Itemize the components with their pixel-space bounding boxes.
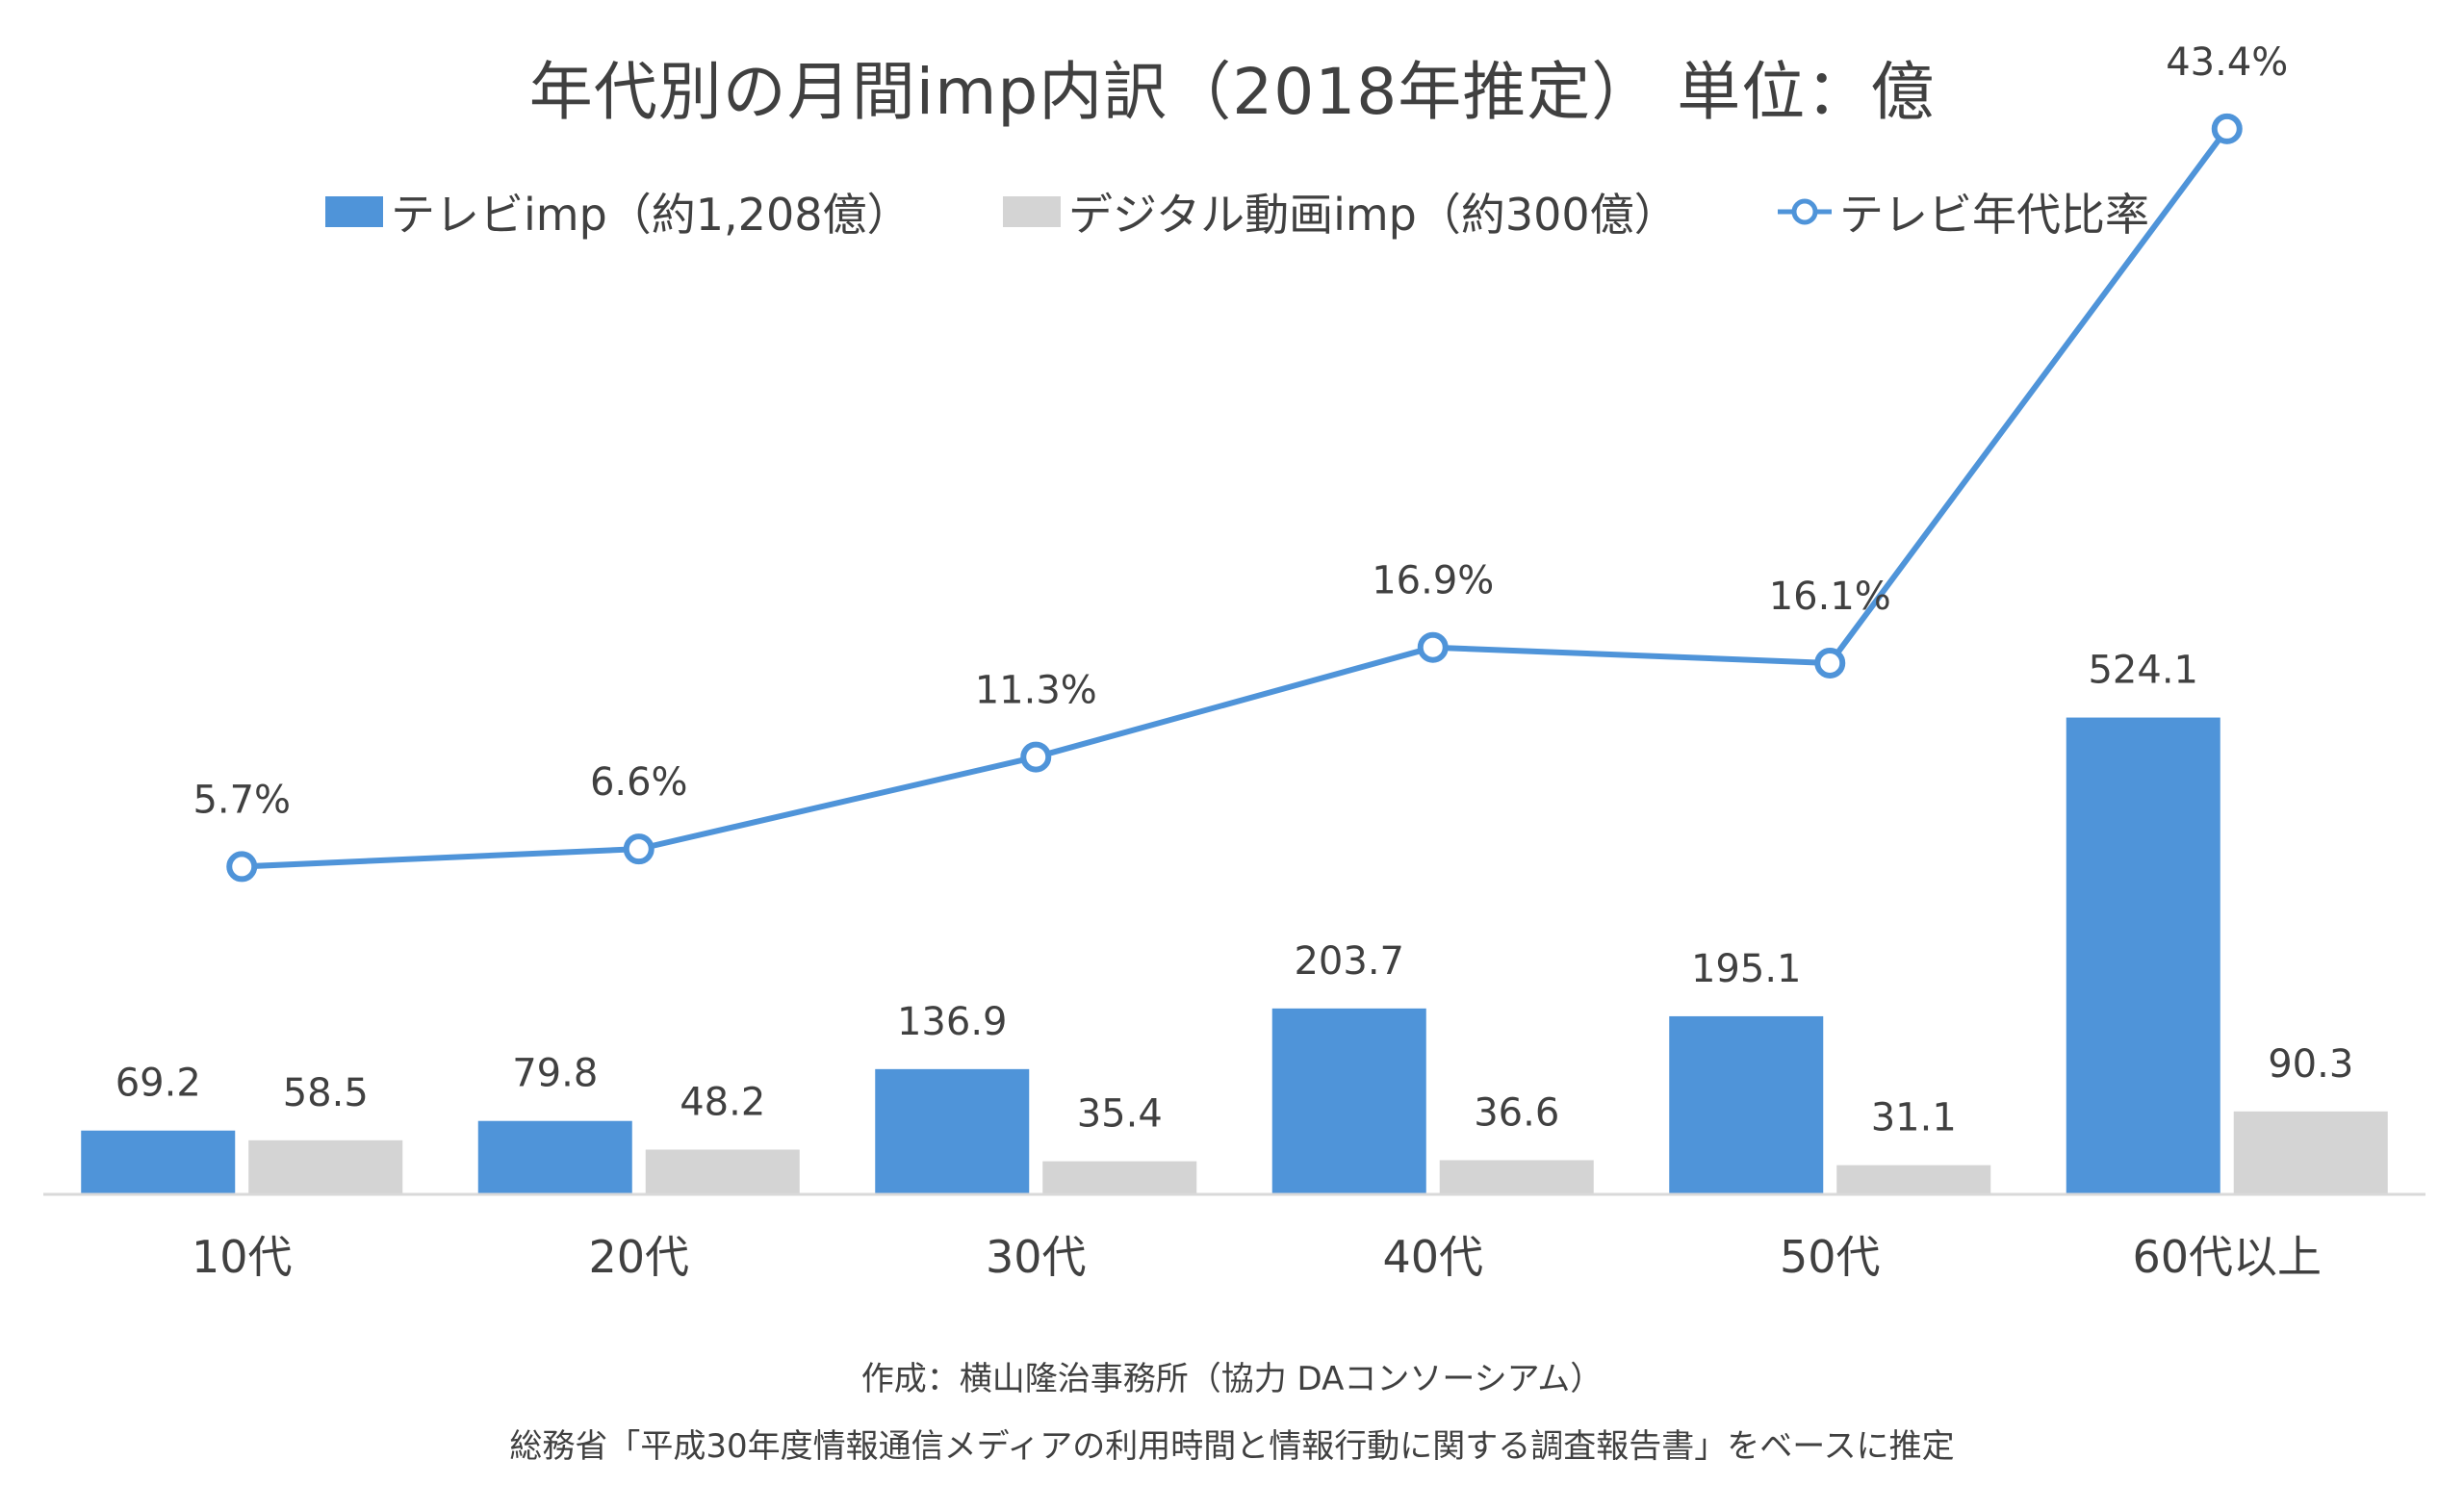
label-ratio-4: 16.9% — [1372, 559, 1494, 603]
bar-digital-1 — [248, 1140, 403, 1193]
bar-tv-1 — [81, 1130, 236, 1193]
x-tick-1: 10代 — [192, 1231, 293, 1283]
x-tick-5: 50代 — [1780, 1231, 1881, 1283]
label-digital-1: 58.5 — [283, 1071, 369, 1115]
ratio-point-6 — [2211, 113, 2243, 144]
label-digital-2: 48.2 — [680, 1081, 765, 1125]
chart-title: 年代別の月間imp内訳（2018年推定） 単位：億 — [528, 55, 1936, 129]
legend-line-marker-icon — [1778, 198, 1832, 225]
ratio-point-2 — [623, 833, 654, 865]
label-tv-4: 203.7 — [1294, 939, 1404, 984]
ratio-point-4 — [1417, 631, 1449, 663]
bar-tv-6 — [2066, 717, 2220, 1193]
legend-item-digital: デジタル動画imp（約300億） — [1003, 183, 1679, 241]
bar-digital-3 — [1042, 1161, 1197, 1193]
label-digital-5: 31.1 — [1871, 1096, 1957, 1140]
legend-item-tv: テレビimp（約1,208億） — [325, 183, 911, 241]
bar-tv-2 — [477, 1120, 632, 1193]
chart-plot: 69.2 58.5 10代 79.8 48.2 20代 136.9 35.4 30代 203.7 3… — [43, 40, 2426, 1283]
x-tick-6: 60代以上 — [2132, 1231, 2322, 1283]
footer-source: 総務省「平成30年度情報通信メディアの利用時間と情報行動に関する調査報告書」をベ… — [509, 1427, 1955, 1466]
label-ratio-5: 16.1% — [1769, 575, 1891, 619]
label-tv-3: 136.9 — [897, 1000, 1008, 1044]
chart-legend: テレビimp（約1,208億） デジタル動画imp（約300億） テレビ年代比率 — [0, 183, 2464, 241]
ratio-point-3 — [1020, 741, 1052, 773]
x-tick-2: 20代 — [588, 1231, 689, 1283]
bar-digital-5 — [1836, 1165, 1991, 1193]
label-ratio-3: 11.3% — [975, 669, 1097, 713]
bar-tv-3 — [875, 1068, 1030, 1193]
legend-item-ratio: テレビ年代比率 — [1776, 183, 2149, 241]
bar-digital-6 — [2233, 1111, 2388, 1193]
bar-tv-4 — [1271, 1008, 1426, 1193]
ratio-point-1 — [226, 851, 258, 883]
label-digital-6: 90.3 — [2268, 1042, 2353, 1087]
bar-tv-5 — [1669, 1015, 1824, 1193]
label-digital-3: 35.4 — [1077, 1092, 1163, 1137]
label-ratio-2: 6.6% — [590, 760, 688, 805]
label-tv-1: 69.2 — [116, 1062, 201, 1106]
legend-swatch-tv — [325, 196, 383, 227]
bar-digital-2 — [645, 1149, 800, 1193]
label-ratio-6: 43.4% — [2166, 40, 2288, 85]
legend-swatch-digital — [1003, 196, 1061, 227]
label-tv-5: 195.1 — [1691, 947, 1802, 991]
label-tv-2: 79.8 — [512, 1052, 598, 1096]
footer-credit: 作成：横山隆治事務所（協力 DAコンソーシアム） — [860, 1360, 1604, 1398]
label-tv-6: 524.1 — [2088, 649, 2198, 693]
x-tick-3: 30代 — [986, 1231, 1087, 1283]
legend-label-tv: テレビimp（約1,208億） — [391, 189, 911, 241]
label-digital-4: 36.6 — [1474, 1090, 1559, 1135]
legend-label-digital: デジタル動画imp（約300億） — [1068, 189, 1679, 241]
legend-label-ratio: テレビ年代比率 — [1839, 189, 2149, 241]
label-ratio-1: 5.7% — [192, 778, 291, 822]
ratio-line — [242, 127, 2230, 870]
bar-digital-4 — [1439, 1160, 1594, 1193]
x-tick-4: 40代 — [1382, 1231, 1483, 1283]
ratio-point-5 — [1814, 647, 1846, 679]
